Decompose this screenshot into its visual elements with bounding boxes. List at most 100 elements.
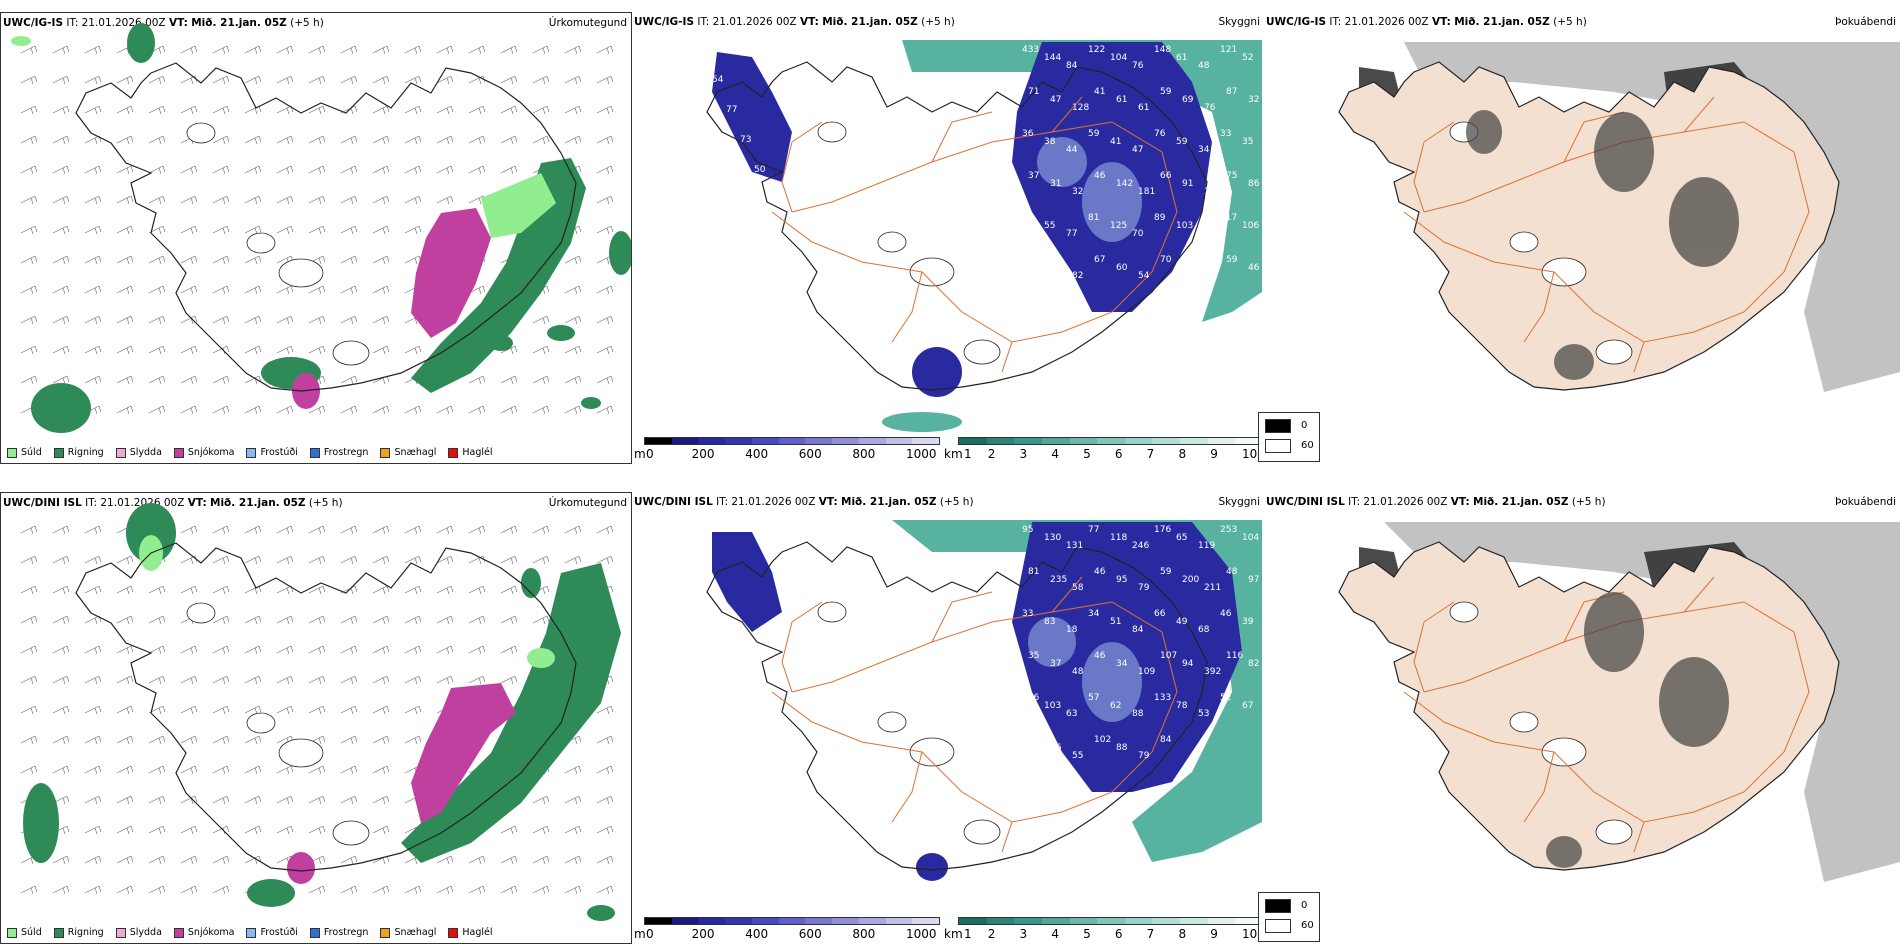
wind-barb <box>116 375 134 385</box>
colorbar-segment <box>1124 438 1153 444</box>
wind-barb <box>436 135 454 145</box>
legend-item: Snæhagl <box>380 447 436 458</box>
legend-swatch <box>246 927 257 938</box>
legend-swatch <box>380 447 391 458</box>
wind-barb <box>564 345 582 355</box>
wind-barb <box>20 45 38 55</box>
wind-barb <box>116 255 134 265</box>
wind-barb <box>340 375 358 385</box>
coastline <box>75 542 577 872</box>
colorbar-segment <box>1014 918 1042 924</box>
road <box>891 751 923 823</box>
legend-swatch <box>309 447 320 458</box>
wind-barb <box>404 645 422 655</box>
cloud-base-label: 253 <box>1220 525 1237 535</box>
colorbar-tick: 400 <box>745 447 769 461</box>
coastline <box>1338 541 1840 871</box>
wind-barb <box>20 75 38 85</box>
wind-barb <box>180 525 198 535</box>
wind-barb <box>500 675 518 685</box>
wind-barb <box>212 315 230 325</box>
colorbar-segment <box>778 438 806 444</box>
legend-swatch <box>309 927 320 938</box>
legend-label: Súld <box>21 447 42 458</box>
wind-barb <box>276 315 294 325</box>
wind-barb <box>372 195 390 205</box>
wind-barb <box>20 195 38 205</box>
glacier <box>963 819 1001 845</box>
colorbar-segment <box>1152 918 1181 924</box>
colorbar-segment <box>1041 438 1070 444</box>
colorbar-tick: 7 <box>1146 447 1155 461</box>
cloud-base-label: 66 <box>1154 609 1166 619</box>
cloud-base-label: 144 <box>1044 53 1061 63</box>
cloud-base-label: 41 <box>1094 87 1105 97</box>
cloud-base-label: 76 <box>1132 61 1144 71</box>
wind-barb <box>116 75 134 85</box>
wind-barb <box>244 345 262 355</box>
wind-barb <box>308 885 326 895</box>
legend-label: Slydda <box>129 447 162 458</box>
wind-barb <box>180 855 198 865</box>
cloud-base-label: 176 <box>1154 525 1171 535</box>
visibility-colorbar: km 1 2 3 4 5 6 7 8 9 10 <box>944 917 1264 941</box>
wind-barb <box>116 405 134 415</box>
wind-barb <box>148 675 166 685</box>
colorbar-tick: 400 <box>745 927 769 941</box>
wind-barb <box>500 345 518 355</box>
wind-barb <box>116 135 134 145</box>
road <box>1413 121 1455 213</box>
road <box>891 271 923 343</box>
wind-barb <box>212 765 230 775</box>
wind-barb <box>244 615 262 625</box>
road <box>1633 341 1645 373</box>
wind-barb <box>20 315 38 325</box>
wind-barb <box>500 645 518 655</box>
cloud-base-label: 56 <box>1182 263 1194 273</box>
wind-barb <box>116 855 134 865</box>
panel-title: Úrkomutegund <box>548 17 627 29</box>
wind-barb <box>436 45 454 55</box>
wind-barb <box>468 885 486 895</box>
wind-barb <box>244 405 262 415</box>
colorbar-tick: 200 <box>691 447 715 461</box>
cloud-base-label: 18 <box>1066 625 1078 635</box>
cloud-base-label: 32 <box>1248 95 1259 105</box>
wind-barb <box>212 375 230 385</box>
fog-key-label: 60 <box>1301 920 1314 931</box>
wind-barb <box>532 555 550 565</box>
wind-barb <box>276 825 294 835</box>
wind-barb <box>404 675 422 685</box>
wind-barb <box>116 795 134 805</box>
wind-barb <box>404 705 422 715</box>
wind-barb <box>468 645 486 655</box>
wind-barb <box>372 285 390 295</box>
wind-barb <box>340 675 358 685</box>
cloud-base-label: 79 <box>1138 751 1150 761</box>
wind-barb <box>148 315 166 325</box>
panel-header: UWC/DINI ISL IT: 21.01.2026 00Z VT: Mið.… <box>3 497 343 509</box>
cloud-base-label: 47 <box>1132 145 1143 155</box>
wind-barb <box>212 675 230 685</box>
colorbar-tick: 1 <box>964 447 972 461</box>
wind-barb <box>116 285 134 295</box>
cloud-base-label: 103 <box>1044 701 1061 711</box>
wind-barb <box>276 75 294 85</box>
wind-barb <box>116 675 134 685</box>
glacier <box>877 711 907 733</box>
glacier <box>963 339 1001 365</box>
wind-barb <box>596 765 614 775</box>
wind-barb <box>372 825 390 835</box>
wind-barb <box>308 825 326 835</box>
wind-barb <box>20 255 38 265</box>
cloud-base-label: 59 <box>1226 255 1238 265</box>
wind-barb <box>596 795 614 805</box>
wind-barb <box>212 885 230 895</box>
colorbar-unit: km <box>944 927 963 941</box>
wind-barb <box>596 405 614 415</box>
wind-barb <box>148 885 166 895</box>
colorbar-segment <box>1235 918 1264 924</box>
wind-barb <box>404 555 422 565</box>
glacier <box>817 121 847 143</box>
legend-label: Haglél <box>462 927 493 938</box>
